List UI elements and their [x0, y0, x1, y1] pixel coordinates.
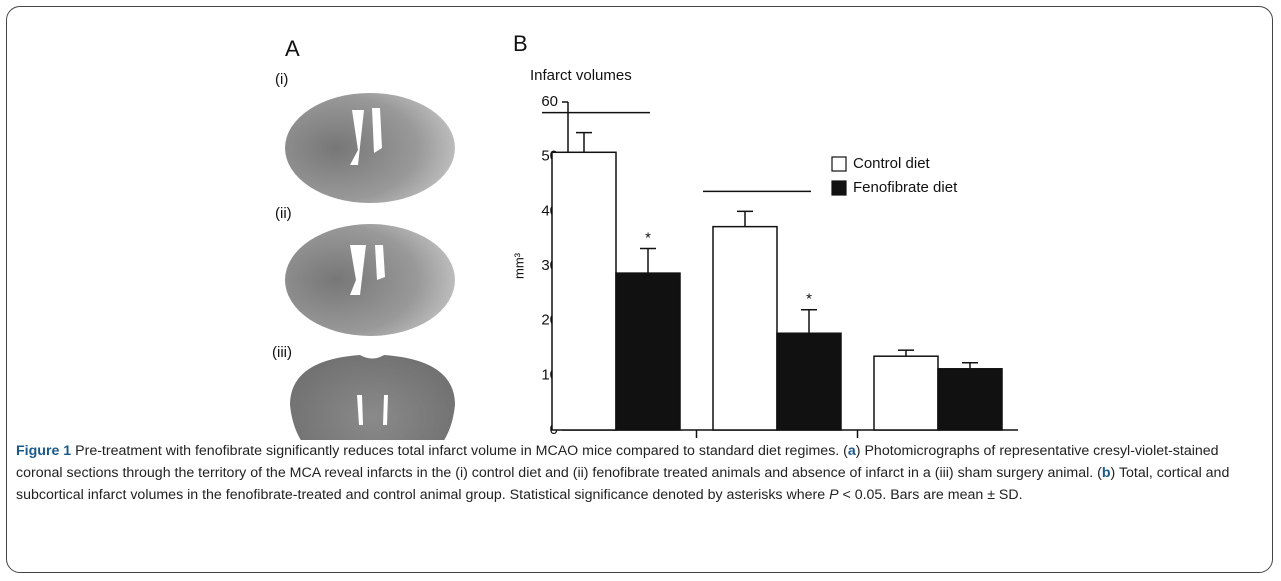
figure-frame	[6, 6, 1273, 573]
legend-label: Fenofibrate diet	[853, 179, 958, 196]
legend-swatch	[831, 156, 847, 172]
bar	[615, 272, 681, 431]
y-axis-label: mm³	[511, 252, 526, 279]
x-tick-label: Cortical infarct	[737, 438, 834, 440]
figure-caption: Figure 1 Pre-treatment with fenofibrate …	[16, 440, 1266, 506]
bar	[551, 151, 617, 431]
x-tick-label: Total infarct	[586, 438, 664, 440]
bar	[937, 368, 1003, 431]
significance-asterisk: *	[806, 291, 812, 308]
figure: A (i) (ii) (iii) B Infarct volumes mm³ 0…	[272, 31, 1018, 440]
chart-subtitle: Infarct volumes	[530, 67, 632, 84]
caption-text: Pre-treatment with fenofibrate significa…	[71, 443, 848, 459]
brain-section-image	[285, 93, 455, 203]
y-tick-label: 60	[541, 93, 558, 110]
bar	[776, 332, 842, 431]
caption-text: < 0.05. Bars are mean ± SD.	[838, 487, 1023, 503]
panel-label: B	[513, 31, 528, 56]
brain-section-image	[290, 355, 455, 440]
legend-swatch	[831, 180, 847, 196]
caption-text: b	[1101, 465, 1111, 481]
x-tick-label: Subcortical infarct	[886, 438, 1006, 440]
bar	[873, 355, 939, 431]
section-label: (ii)	[275, 205, 292, 222]
bar	[712, 225, 778, 431]
caption-text: Figure 1	[16, 443, 72, 459]
caption-text: ) Total, cortical and subcortical infarc…	[16, 465, 1230, 503]
caption-text: P	[829, 487, 839, 503]
legend-label: Control diet	[853, 155, 931, 172]
section-label: (i)	[275, 71, 288, 88]
caption-text: a	[847, 443, 856, 459]
panel-label: A	[285, 36, 300, 61]
section-label: (iii)	[272, 344, 292, 361]
brain-section-image	[285, 224, 455, 336]
caption-text: ) Photomicrographs of representative cre…	[16, 443, 1219, 481]
significance-asterisk: *	[645, 229, 651, 246]
